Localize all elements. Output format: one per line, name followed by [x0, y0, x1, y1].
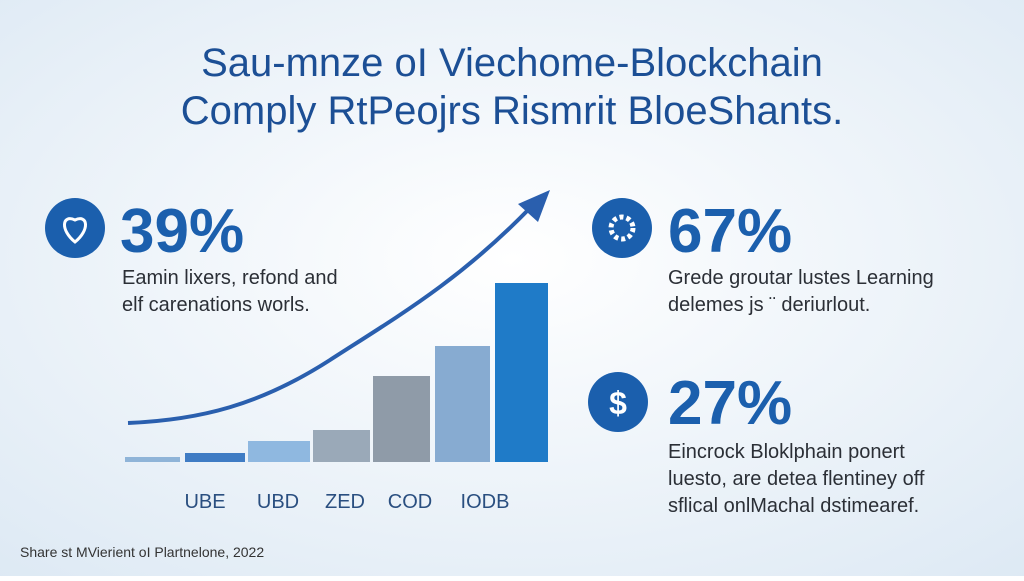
bar [495, 283, 548, 462]
trend-arrow [127, 206, 532, 425]
stat-text: Eamin lixers, refond and [122, 267, 338, 289]
arrow-head [518, 190, 550, 222]
stat-text: delemes js ¨ deriurlout. [668, 294, 870, 316]
icon-glyph [608, 214, 636, 242]
bar-label: ZED [325, 491, 365, 513]
stat-icon [45, 198, 105, 258]
icon-glyph [63, 217, 87, 244]
bar-graphic [125, 190, 550, 462]
title-line: Sau-mnze oI Viechome-Blockchain [201, 41, 823, 85]
stat-text: luesto, are detea flentiney off [668, 468, 925, 490]
stat-value: 39% [120, 197, 244, 266]
stat-text: elf carenations worls. [122, 294, 310, 316]
stat-icon [592, 198, 652, 258]
stat-text: sflical onlMachal dstimearef. [668, 495, 919, 517]
title-line: Comply RtPeojrs Rismrit BloeShants. [181, 89, 843, 133]
bar [125, 457, 180, 462]
stat-icon [588, 372, 648, 432]
footer-source: Share st MVierient oI Plartnelone, 2022 [20, 544, 264, 560]
icon-glyph: $ [609, 385, 627, 421]
bar-label: UBE [184, 491, 225, 513]
stat-text: Grede groutar lustes Learning [668, 267, 934, 289]
stat-value: 27% [668, 369, 792, 438]
stat-value: 67% [668, 197, 792, 266]
bar-label: UBD [257, 491, 299, 513]
stat-text: Eincrock Bloklphain ponert [668, 441, 905, 463]
bar-label: IODB [461, 491, 510, 513]
bar [373, 376, 430, 462]
bar-label: COD [388, 491, 432, 513]
bar [313, 430, 370, 462]
bar [185, 453, 245, 462]
bar [248, 441, 310, 462]
bar [435, 346, 490, 462]
